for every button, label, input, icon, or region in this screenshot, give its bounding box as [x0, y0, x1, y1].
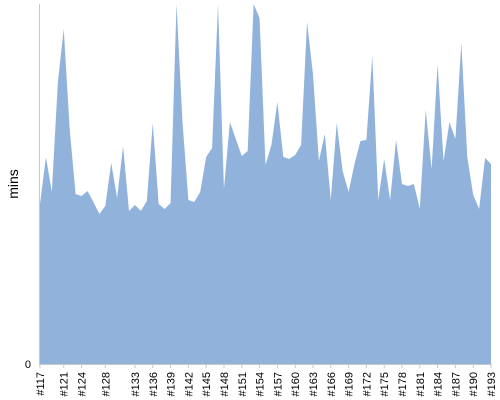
x-tick-label: #139	[166, 372, 178, 396]
x-tick-label: #145	[201, 372, 213, 396]
x-tick-label: #154	[255, 372, 267, 396]
x-tick-label: #178	[397, 372, 409, 396]
x-tick-label: #133	[130, 372, 142, 396]
x-axis-ticks: #117 #121 #124 #128 #133 #136 #139 #142 #145 #148…	[35, 364, 498, 396]
x-tick-label: #128	[100, 372, 112, 396]
x-tick-label: #172	[361, 372, 373, 396]
y-axis-title: mins	[5, 169, 21, 199]
x-tick-label: #151	[237, 372, 249, 396]
x-tick-label: #117	[35, 372, 47, 396]
x-tick-label: #175	[379, 372, 391, 396]
x-tick-label: #124	[77, 372, 89, 396]
area-series	[40, 4, 491, 364]
x-tick-label: #166	[326, 372, 338, 396]
x-tick-label: #163	[308, 372, 320, 396]
x-tick-label: #190	[468, 372, 480, 396]
x-tick-label: #181	[415, 372, 427, 396]
x-tick-label: #142	[183, 372, 195, 396]
x-tick-label: #169	[344, 372, 356, 396]
x-tick-label: #148	[219, 372, 231, 396]
x-tick-label: #121	[59, 372, 71, 396]
x-tick-label: #187	[450, 372, 462, 396]
plot-area	[40, 4, 491, 364]
x-tick-label: #160	[290, 372, 302, 396]
x-tick-label: #193	[486, 372, 498, 396]
x-tick-label: #184	[433, 372, 445, 396]
x-tick-label: #157	[272, 372, 284, 396]
y-tick-label: 0	[25, 359, 31, 371]
x-tick-label: #136	[148, 372, 160, 396]
